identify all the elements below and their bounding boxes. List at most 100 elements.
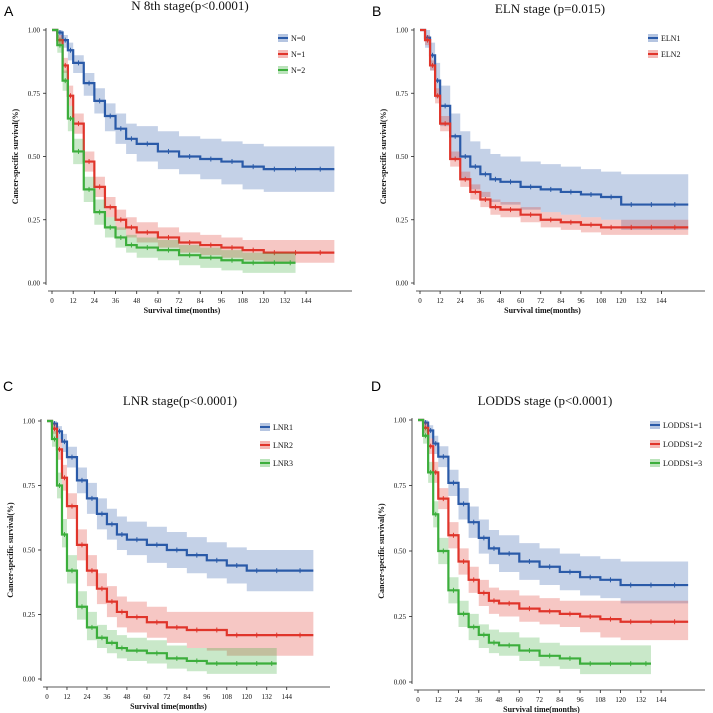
x-tick-label: 60 <box>517 297 525 305</box>
x-tick-label: 72 <box>176 297 184 305</box>
panel-letter: B <box>372 3 381 19</box>
x-tick-label: 120 <box>242 693 253 701</box>
y-tick-label: 0.00 <box>28 280 41 288</box>
x-tick-label: 12 <box>437 297 445 305</box>
confidence-band-3 <box>418 420 651 675</box>
x-tick-label: 108 <box>222 693 233 701</box>
x-tick-label: 48 <box>123 693 131 701</box>
panel-letter: C <box>3 378 13 394</box>
x-tick-label: 0 <box>50 297 54 305</box>
x-tick-label: 12 <box>435 696 443 704</box>
x-tick-label: 24 <box>83 693 91 701</box>
y-tick-label: 1.00 <box>28 27 41 35</box>
x-tick-label: 48 <box>133 297 141 305</box>
confidence-band-2 <box>47 421 314 656</box>
x-tick-label: 24 <box>457 297 465 305</box>
x-tick-label: 48 <box>497 297 505 305</box>
legend-label-1: ELN1 <box>661 34 681 43</box>
panel-d: D LODDS stage (p<0.0001) 0.00 0.25 0.50 0.75 1… <box>371 378 705 713</box>
confidence-band-1 <box>52 30 335 192</box>
y-axis-label: Cancer-specific survival(%) <box>6 502 15 598</box>
x-tick-label: 36 <box>112 297 120 305</box>
x-tick-label: 132 <box>261 693 272 701</box>
x-tick-label: 96 <box>577 297 585 305</box>
x-axis-label: Survival time(months) <box>503 705 580 713</box>
y-tick-label: 0.00 <box>23 676 36 684</box>
x-axis-label: Survival time(months) <box>130 702 207 711</box>
y-tick-label: 0.50 <box>394 548 407 556</box>
x-tick-label: 96 <box>577 696 585 704</box>
confidence-band-3 <box>47 421 277 674</box>
y-axis-label: Cancer-specific survival(%) <box>377 503 386 599</box>
x-tick-label: 0 <box>45 693 49 701</box>
survival-curve-2 <box>420 28 689 229</box>
x-tick-label: 72 <box>536 696 544 704</box>
x-tick-label: 12 <box>70 297 78 305</box>
panel-letter: A <box>4 3 14 19</box>
legend-label-3: LNR3 <box>273 459 293 468</box>
y-tick-label: 1.00 <box>394 417 407 425</box>
y-tick-label: 1.00 <box>396 27 409 35</box>
x-tick-label: 60 <box>143 693 151 701</box>
x-tick-label: 132 <box>636 696 647 704</box>
legend-label-2: ELN2 <box>661 50 681 59</box>
legend-label-3: LODDS1=3 <box>663 459 702 468</box>
y-tick-label: 0.75 <box>394 482 407 490</box>
legend-label-1: LODDS1=1 <box>663 421 702 430</box>
x-tick-label: 120 <box>259 297 270 305</box>
x-tick-label: 144 <box>656 297 667 305</box>
chart-title: ELN stage (p=0.015) <box>495 1 605 16</box>
y-tick-label: 0.50 <box>396 153 409 161</box>
y-tick-label: 0.75 <box>28 90 41 98</box>
survival-curve-2 <box>418 418 689 623</box>
chart-title: LODDS stage (p<0.0001) <box>478 393 613 408</box>
x-tick-label: 120 <box>615 696 626 704</box>
x-tick-label: 36 <box>477 297 485 305</box>
x-tick-label: 96 <box>218 297 226 305</box>
x-tick-label: 108 <box>595 696 606 704</box>
chart-title: N 8th stage(p<0.0001) <box>131 0 248 13</box>
x-axis-label: Survival time(months) <box>144 306 221 315</box>
y-tick-label: 0.00 <box>394 679 407 687</box>
x-tick-label: 120 <box>616 297 627 305</box>
legend-label-2: N=1 <box>291 50 305 59</box>
x-tick-label: 108 <box>237 297 248 305</box>
x-tick-label: 36 <box>103 693 111 701</box>
y-tick-label: 0.75 <box>396 90 409 98</box>
y-tick-label: 1.00 <box>23 418 36 426</box>
y-axis-label: Cancer-specific survival(%) <box>379 108 388 204</box>
confidence-band-1 <box>418 420 689 604</box>
panel-b: B ELN stage (p=0.015) 0.00 0.25 0.50 0.75 1.00… <box>372 1 705 315</box>
x-tick-label: 0 <box>416 696 420 704</box>
x-tick-label: 144 <box>656 696 667 704</box>
survival-curve-3 <box>418 418 651 665</box>
y-axis-label: Cancer-specific survival(%) <box>11 108 20 204</box>
legend-label-2: LODDS1=2 <box>663 440 702 449</box>
x-tick-label: 0 <box>418 297 422 305</box>
y-tick-label: 0.75 <box>23 482 36 490</box>
x-tick-label: 48 <box>496 696 504 704</box>
confidence-band-2 <box>418 420 689 641</box>
x-tick-label: 84 <box>557 297 565 305</box>
x-tick-label: 144 <box>281 693 292 701</box>
x-tick-label: 132 <box>280 297 291 305</box>
confidence-band-1 <box>47 421 314 592</box>
x-tick-label: 60 <box>516 696 524 704</box>
y-tick-label: 0.50 <box>28 153 41 161</box>
y-tick-label: 0.25 <box>396 216 409 224</box>
x-tick-label: 96 <box>203 693 211 701</box>
x-tick-label: 24 <box>455 696 463 704</box>
x-axis-label: Survival time(months) <box>504 306 581 315</box>
y-tick-label: 0.00 <box>396 280 409 288</box>
survival-curve-3 <box>47 419 277 665</box>
legend-label-3: N=2 <box>291 66 305 75</box>
x-tick-label: 24 <box>91 297 99 305</box>
y-tick-label: 0.25 <box>23 611 36 619</box>
survival-curve-1 <box>47 419 314 572</box>
legend-label-1: N=0 <box>291 34 305 43</box>
y-tick-label: 0.50 <box>23 547 36 555</box>
x-tick-label: 12 <box>63 693 71 701</box>
x-tick-label: 72 <box>537 297 545 305</box>
survival-curve-1 <box>418 418 689 587</box>
